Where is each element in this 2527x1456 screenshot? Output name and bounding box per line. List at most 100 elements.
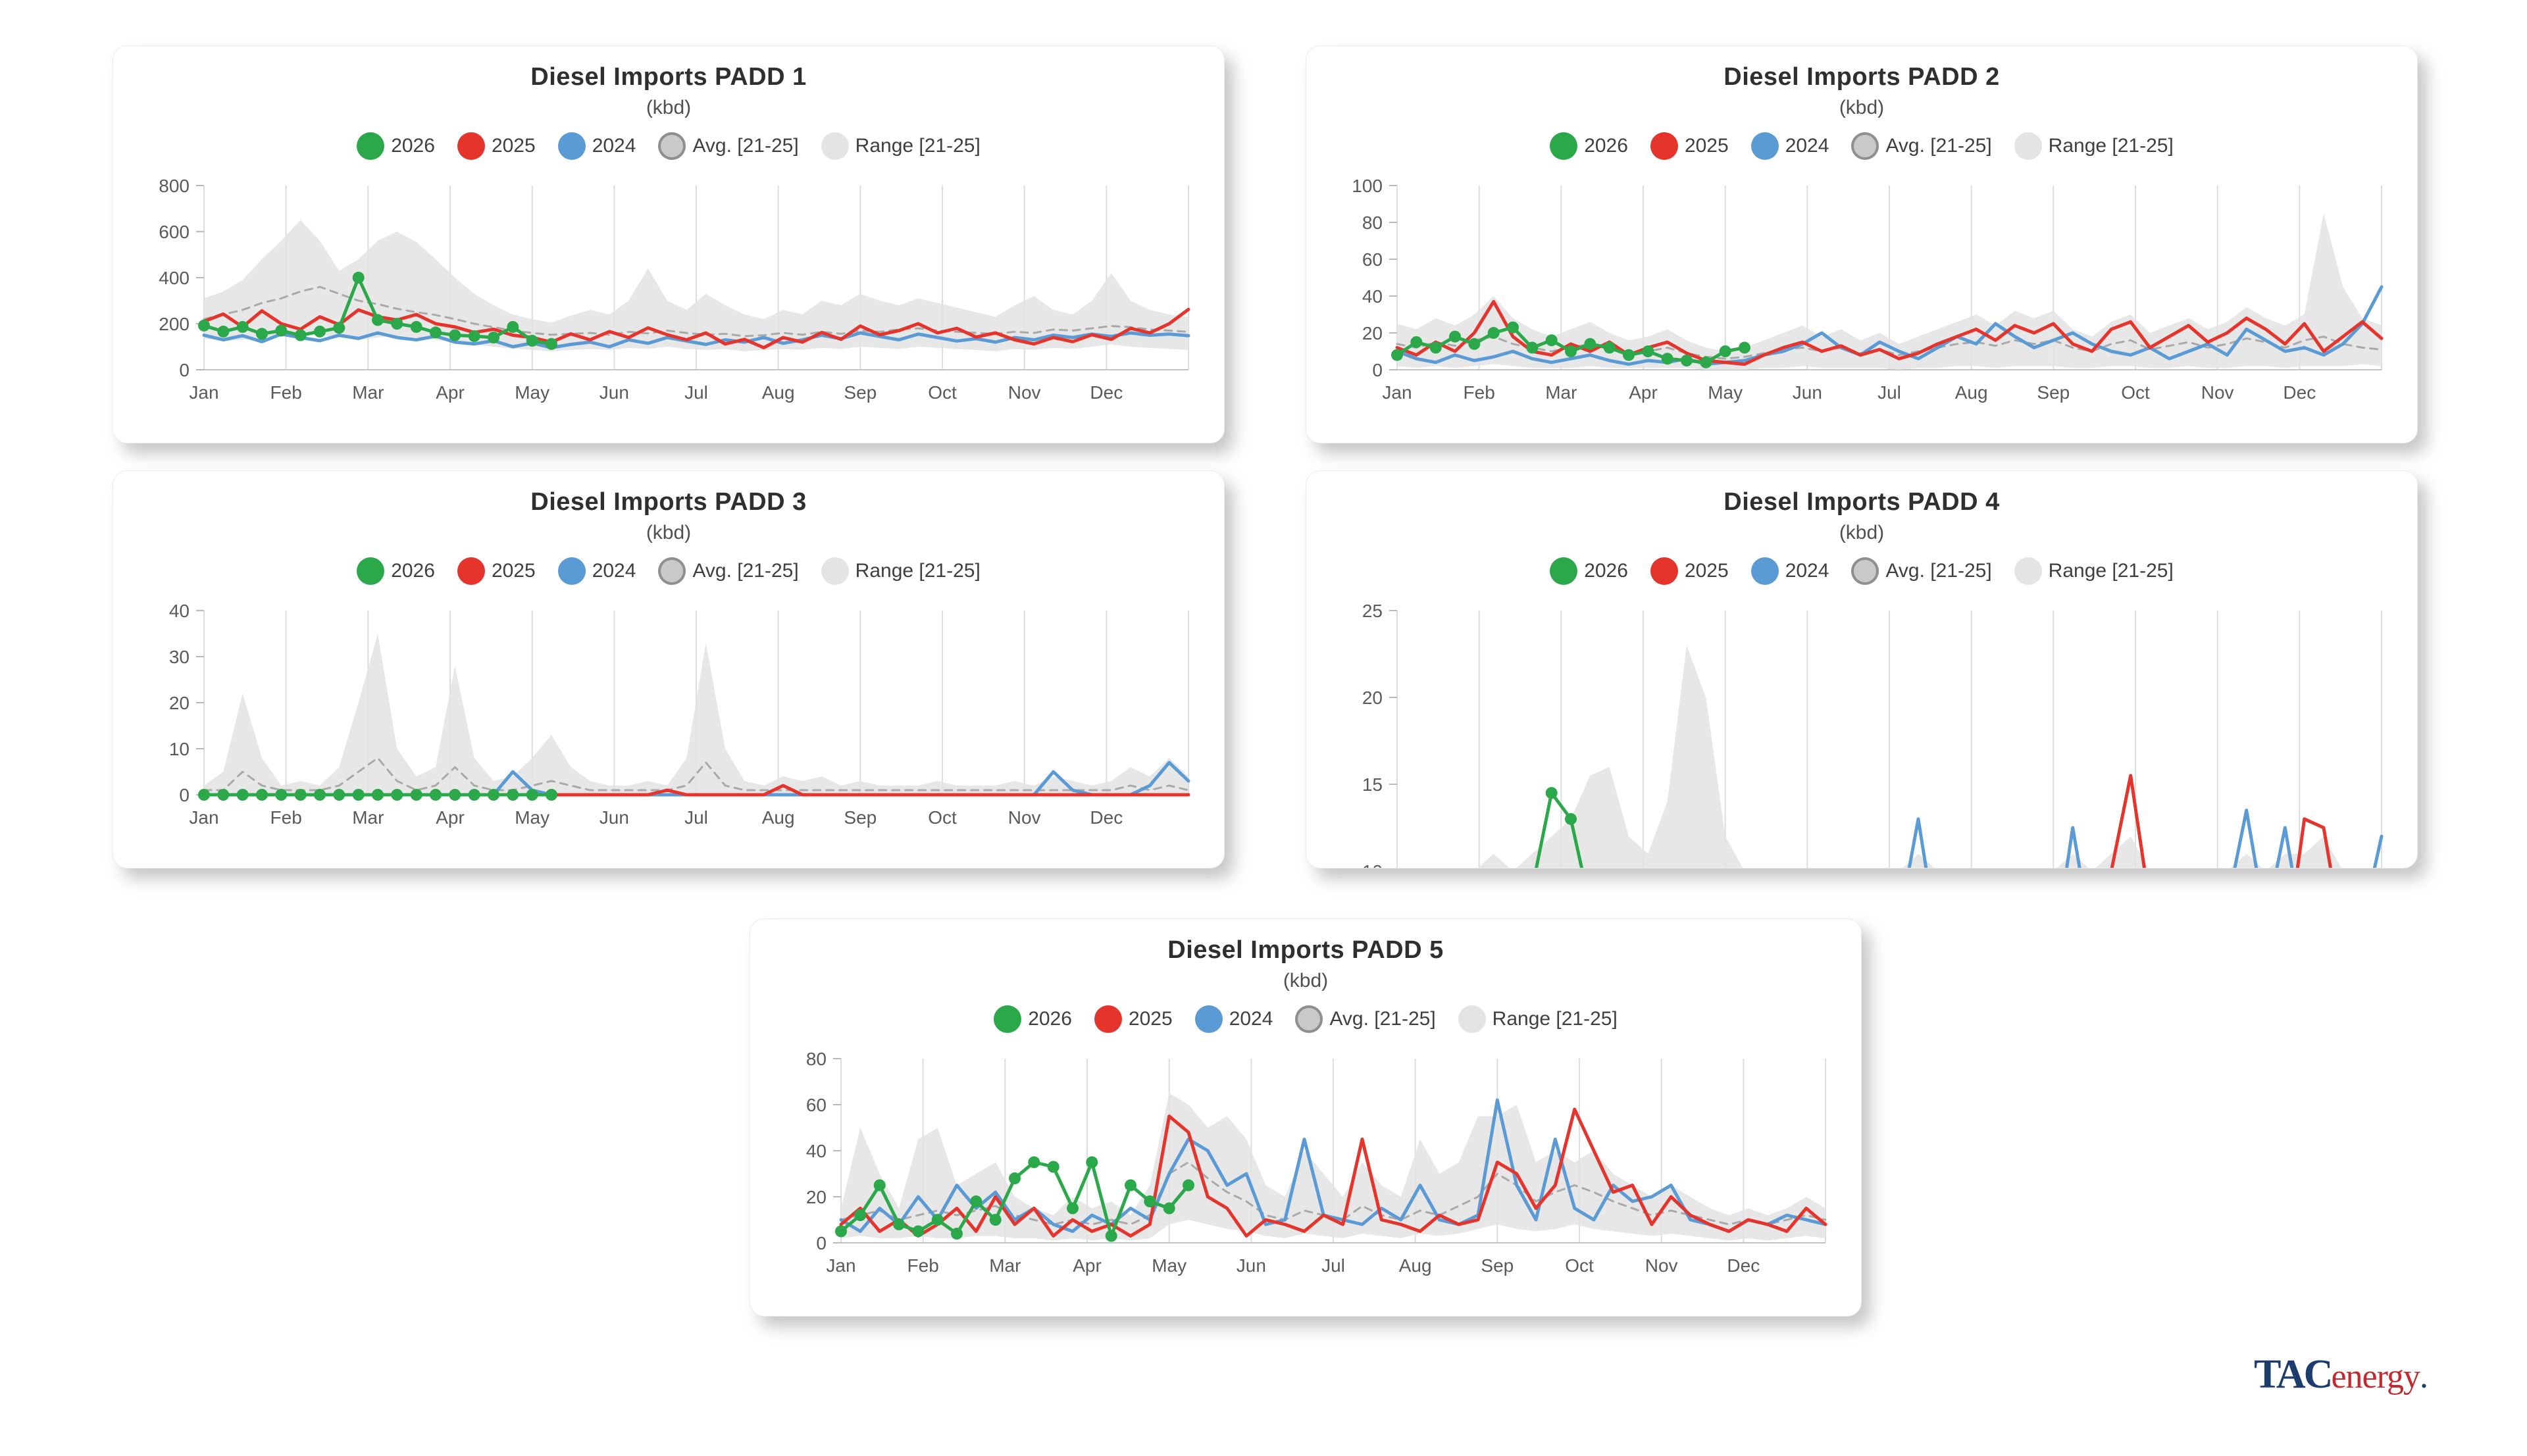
chart-subtitle: (kbd) (646, 522, 692, 543)
series-marker-2026 (410, 789, 422, 801)
x-tick-label: Aug (1955, 382, 1988, 403)
chart-legend: 2026 2025 2024 Avg. [21-25] Range [21-25] (1319, 554, 2404, 588)
series-marker-2026 (1429, 341, 1442, 354)
series-marker-2026 (372, 789, 384, 801)
legend-label: 2024 (1785, 135, 1829, 157)
chart-subtitle: (kbd) (1839, 522, 1885, 543)
legend-item-avg-21-25[interactable]: Avg. [21-25] (658, 132, 799, 160)
legend-label: 2025 (491, 135, 536, 157)
legend-label: Range [21-25] (2048, 135, 2174, 157)
chart-subtitle: (kbd) (1839, 97, 1885, 118)
y-tick-label: 15 (1362, 774, 1383, 795)
legend-item-2026[interactable]: 2026 (357, 557, 435, 585)
legend-item-2024[interactable]: 2024 (557, 132, 636, 160)
legend-item-2025[interactable]: 2025 (457, 132, 536, 160)
x-tick-label: Jul (1321, 1255, 1345, 1276)
chart-canvas: 0 10 20 30 40 Jan Feb Mar Apr May Jun Jul Aug Sep Oct N… (169, 601, 1190, 828)
chart-plot-area: 0 200 400 600 800 Jan Feb Mar Apr May Jun Jul Aug Sep… (126, 175, 1211, 413)
x-tick-label: Feb (907, 1255, 939, 1276)
series-line-2025 (1395, 299, 2384, 366)
series-marker-2026 (1391, 349, 1403, 361)
legend-label: 2025 (1684, 135, 1729, 157)
legend-item-2025[interactable]: 2025 (1650, 132, 1729, 160)
legend-marker-icon (1851, 132, 1879, 160)
x-tick-label: May (1152, 1255, 1187, 1276)
x-tick-label: Nov (1008, 807, 1041, 828)
x-tick-label: Dec (1090, 382, 1123, 403)
y-tick-label: 80 (1362, 213, 1383, 233)
series-marker-2026 (1067, 1202, 1079, 1215)
legend-item-avg-21-25[interactable]: Avg. [21-25] (1851, 132, 1992, 160)
series-line-avg-21-25 (203, 757, 1190, 791)
y-tick-label: 0 (816, 1233, 827, 1253)
series-marker-2026 (256, 789, 268, 801)
series-marker-2026 (507, 789, 519, 801)
x-tick-label: Aug (1399, 1255, 1432, 1276)
legend-item-range-21-25[interactable]: Range [21-25] (2014, 132, 2174, 160)
legend-item-2026[interactable]: 2026 (357, 132, 435, 160)
x-tick-label: Aug (762, 382, 795, 403)
legend-label: 2024 (1229, 1008, 1273, 1030)
series-marker-2026 (1449, 330, 1461, 343)
series-marker-2026 (1487, 327, 1500, 339)
legend-item-avg-21-25[interactable]: Avg. [21-25] (1851, 557, 1992, 585)
legend-item-2026[interactable]: 2026 (994, 1005, 1072, 1033)
x-tick-label: Jul (1877, 382, 1901, 403)
legend-item-2024[interactable]: 2024 (1194, 1005, 1273, 1033)
series-marker-2026 (970, 1195, 983, 1207)
legend-item-2024[interactable]: 2024 (557, 557, 636, 585)
series-marker-2026 (333, 322, 345, 334)
series-line-2025 (839, 1107, 1827, 1238)
y-tick-label: 800 (159, 176, 190, 196)
legend-item-2024[interactable]: 2024 (1750, 132, 1829, 160)
legend-item-range-21-25[interactable]: Range [21-25] (1458, 1005, 1618, 1033)
series-marker-2026 (236, 789, 249, 801)
series-marker-2026 (1507, 321, 1519, 334)
legend-item-avg-21-25[interactable]: Avg. [21-25] (658, 557, 799, 585)
y-tick-label: 40 (806, 1141, 827, 1161)
y-tick-label: 600 (159, 222, 190, 242)
legend-item-2025[interactable]: 2025 (1094, 1005, 1173, 1033)
x-tick-label: Sep (1481, 1255, 1514, 1276)
series-marker-2026 (391, 789, 403, 801)
legend-label: Avg. [21-25] (692, 135, 799, 157)
legend-item-range-21-25[interactable]: Range [21-25] (821, 557, 981, 585)
legend-item-range-21-25[interactable]: Range [21-25] (2014, 557, 2174, 585)
x-tick-label: May (515, 382, 549, 403)
series-marker-2026 (352, 272, 365, 284)
legend-item-2025[interactable]: 2025 (457, 557, 536, 585)
legend-item-2025[interactable]: 2025 (1650, 557, 1729, 585)
range-band (1477, 645, 2341, 868)
chart-title: Diesel Imports PADD 3 (530, 488, 807, 516)
chart-card-padd4: Diesel Imports PADD 4 (kbd) 2026 2025 2024… (1306, 470, 2418, 868)
legend-label: Avg. [21-25] (692, 560, 799, 582)
chart-title: Diesel Imports PADD 5 (1167, 936, 1444, 964)
legend-item-avg-21-25[interactable]: Avg. [21-25] (1295, 1005, 1436, 1033)
legend-item-2026[interactable]: 2026 (1550, 132, 1628, 160)
y-tick-label: 40 (1362, 286, 1383, 307)
x-tick-label: Jan (826, 1255, 855, 1276)
series-marker-2026 (854, 1209, 867, 1221)
series-line-2025 (202, 307, 1190, 349)
legend-item-2024[interactable]: 2024 (1750, 557, 1829, 585)
series-marker-2026 (546, 338, 557, 350)
legend-label: 2026 (1028, 1008, 1072, 1030)
y-tick-label: 60 (1362, 249, 1383, 270)
legend-label: Range [21-25] (1492, 1008, 1618, 1030)
legend-label: 2026 (1584, 135, 1628, 157)
legend-item-range-21-25[interactable]: Range [21-25] (821, 132, 981, 160)
y-tick-label: 20 (169, 693, 190, 713)
y-tick-label: 20 (806, 1187, 827, 1207)
series-marker-2026 (1545, 334, 1558, 347)
series-marker-2026 (391, 318, 403, 330)
y-tick-label: 40 (169, 601, 190, 621)
x-tick-label: Apr (436, 382, 465, 403)
series-marker-2026 (1125, 1179, 1136, 1192)
series-marker-2026 (526, 334, 538, 347)
legend-label: 2024 (592, 135, 636, 157)
legend-item-2026[interactable]: 2026 (1550, 557, 1628, 585)
x-tick-label: Nov (1645, 1255, 1678, 1276)
x-tick-label: Oct (1565, 1255, 1594, 1276)
series-marker-2026 (333, 789, 345, 801)
series-marker-2026 (835, 1225, 847, 1238)
